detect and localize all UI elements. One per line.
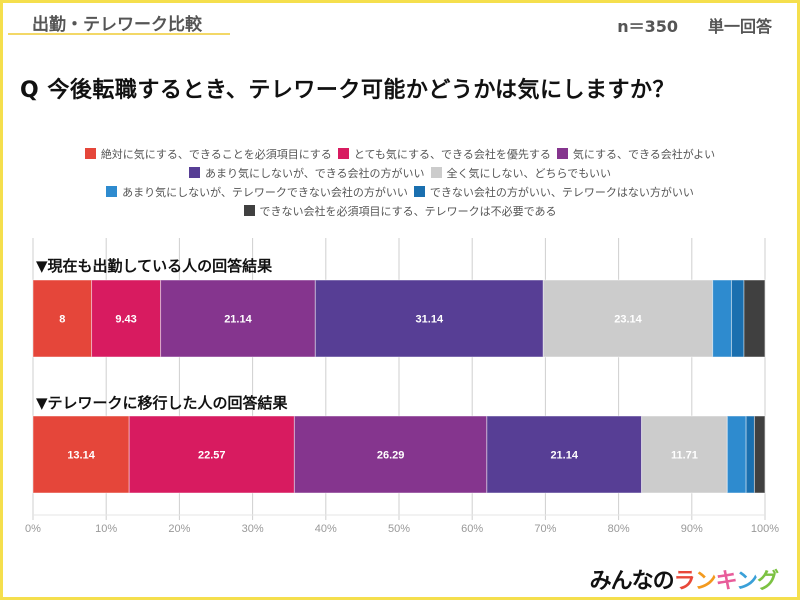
- logo-text-part: ラ: [673, 569, 696, 594]
- legend-label: 絶対に気にする、できることを必須項目にする: [100, 148, 332, 161]
- legend-row: 絶対に気にする、できることを必須項目にする とても気にする、できる会社を優先する 気…: [0, 146, 800, 165]
- legend-label: できない会社の方がいい、テレワークはない方がいい: [429, 186, 694, 199]
- legend-label: 気にする、できる会社がよい: [572, 148, 716, 161]
- bar-segment: [91, 279, 162, 358]
- bar-segment: [293, 415, 488, 494]
- bar-segment: [745, 415, 755, 494]
- legend-item: できない会社を必須項目にする、テレワークは不必要である: [243, 203, 557, 220]
- bar-segment-label: 21.14: [550, 450, 578, 462]
- x-tick-label: 20%: [168, 523, 190, 535]
- bar-segment-label: 26.29: [377, 450, 405, 462]
- bar-segment: [542, 279, 714, 358]
- bar-segment: [160, 279, 316, 358]
- logo-text-part: ン: [694, 569, 717, 594]
- legend-swatch: [188, 167, 200, 178]
- legend-label: とても気にする、できる会社を優先する: [353, 148, 551, 161]
- legend-item: 絶対に気にする、できることを必須項目にする: [84, 146, 332, 163]
- answer-type: 単一回答: [707, 17, 772, 36]
- x-tick-label: 80%: [608, 523, 630, 535]
- x-tick-label: 90%: [681, 523, 703, 535]
- bar-group-title: ▼テレワークに移行した人の回答結果: [36, 394, 289, 412]
- legend-label: あまり気にしないが、できる会社の方がいい: [204, 167, 425, 180]
- bar-segment: [743, 279, 766, 358]
- bar-segment-label: 9.43: [115, 314, 136, 326]
- legend-item: 全く気にしない、どちらでもいい: [430, 165, 611, 182]
- legend-row: あまり気にしないが、できる会社の方がいい 全く気にしない、どちらでもいい: [0, 165, 800, 184]
- legend-item: とても気にする、できる会社を優先する: [337, 146, 551, 163]
- logo-text-part: ン: [735, 569, 758, 594]
- legend-swatch: [243, 205, 255, 216]
- bar-segment: [486, 415, 643, 494]
- bar-segment: [712, 279, 732, 358]
- bar-segment-label: 13.14: [67, 450, 95, 462]
- logo-text-part: キ: [715, 569, 737, 594]
- logo-text-part: みんなの: [589, 569, 675, 594]
- legend-swatch: [556, 148, 568, 159]
- bar-segment: [32, 415, 130, 494]
- bar-segment-label: 31.14: [416, 314, 444, 326]
- bar-segment: [641, 415, 728, 494]
- x-tick-label: 70%: [534, 523, 556, 535]
- x-tick-label: 0%: [25, 523, 41, 535]
- bar-group-title: ▼現在も出勤している人の回答結果: [36, 257, 273, 275]
- page-tag-underline: [8, 33, 230, 35]
- legend-item: あまり気にしないが、テレワークできない会社の方がいい: [106, 184, 408, 201]
- bar-segment: [32, 279, 93, 358]
- bar-segment: [726, 415, 747, 494]
- x-tick-label: 100%: [751, 523, 779, 535]
- x-tick-label: 50%: [388, 523, 410, 535]
- page-tag: 出勤・テレワーク比較: [32, 15, 202, 35]
- bar-segment-label: 23.14: [614, 314, 642, 326]
- legend-item: 気にする、できる会社がよい: [556, 146, 716, 163]
- bar-segment-label: 21.14: [224, 314, 252, 326]
- x-tick-label: 40%: [315, 523, 337, 535]
- legend-label: 全く気にしない、どちらでもいい: [446, 167, 611, 180]
- bar-segment-label: 22.57: [198, 450, 226, 462]
- bar-segment-label: 8: [59, 314, 65, 326]
- bar-segment: [128, 415, 295, 494]
- x-tick-label: 60%: [461, 523, 483, 535]
- bar-segment-label: 11.71: [671, 450, 698, 462]
- legend-row: あまり気にしないが、テレワークできない会社の方がいい できない会社の方がいい、テレ…: [0, 184, 800, 203]
- bar-segment: [730, 279, 745, 358]
- legend-swatch: [413, 186, 425, 197]
- x-tick-label: 30%: [242, 523, 264, 535]
- legend-swatch: [337, 148, 349, 159]
- bar-segment: [314, 279, 544, 358]
- legend-label: あまり気にしないが、テレワークできない会社の方がいい: [122, 186, 408, 199]
- logo-text-part: グ: [756, 569, 779, 594]
- bar-segment: [753, 415, 766, 494]
- x-tick-label: 10%: [95, 523, 117, 535]
- legend-swatch: [84, 148, 96, 159]
- site-logo: みんなのランキング: [589, 563, 779, 595]
- legend-item: できない会社の方がいい、テレワークはない方がいい: [413, 184, 694, 201]
- question-title: Q 今後転職するとき、テレワーク可能かどうかは気にしますか？: [20, 78, 675, 103]
- chart-legend: 絶対に気にする、できることを必須項目にする とても気にする、できる会社を優先する 気…: [0, 146, 800, 222]
- legend-row: できない会社を必須項目にする、テレワークは不必要である: [0, 203, 800, 222]
- legend-swatch: [430, 167, 442, 178]
- sample-info: n＝350 単一回答: [617, 13, 772, 37]
- sample-size: n＝350: [617, 17, 678, 36]
- legend-swatch: [106, 186, 118, 197]
- legend-item: あまり気にしないが、できる会社の方がいい: [188, 165, 425, 182]
- legend-label: できない会社を必須項目にする、テレワークは不必要である: [259, 205, 557, 218]
